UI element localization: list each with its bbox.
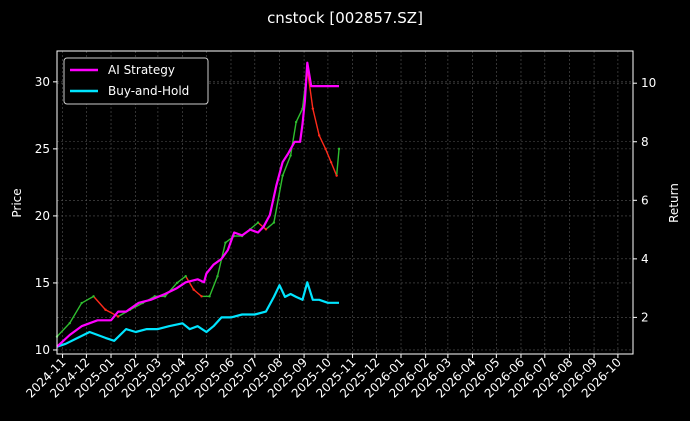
y2-tick-label: 8	[641, 135, 649, 149]
y-tick-label: 25	[35, 142, 50, 156]
price-segment	[318, 135, 327, 150]
price-point	[256, 221, 260, 224]
plot-area-frame	[56, 50, 634, 355]
price-point	[175, 281, 179, 285]
y2-tick-label: 2	[641, 310, 649, 324]
price-segment	[324, 148, 332, 163]
price-segment	[273, 175, 284, 223]
price-point	[337, 147, 341, 151]
price-point	[200, 295, 203, 298]
price-segment	[185, 275, 195, 291]
y-tick-label: 15	[35, 276, 50, 290]
price-point	[116, 315, 120, 318]
price-segment	[93, 295, 106, 311]
price-segment	[69, 302, 83, 324]
price-point	[68, 321, 71, 325]
legend-label-buyhold: Buy-and-Hold	[108, 84, 189, 98]
price-segment	[249, 222, 259, 230]
legend-label-strategy: AI Strategy	[108, 63, 175, 77]
y-axis-title-right: Return	[667, 183, 681, 223]
axes: 2024-112024-122025-012025-022025-032025-…	[23, 75, 656, 401]
price-segment	[312, 108, 320, 136]
price-point	[216, 275, 219, 278]
price-segment	[193, 289, 203, 297]
price-point	[272, 221, 276, 224]
grid	[57, 51, 633, 354]
chart-title: cnstock [002857.SZ]	[267, 9, 423, 27]
y-tick-label: 20	[35, 209, 50, 223]
price-segment	[335, 148, 340, 176]
ai-strategy-line	[56, 61, 339, 348]
price-point	[184, 275, 187, 278]
price-point	[311, 107, 315, 110]
y-tick-label: 30	[35, 75, 50, 89]
price-segment	[208, 275, 219, 297]
price-segment	[81, 295, 94, 304]
y-axis-title-left: Price	[10, 188, 24, 217]
return-series	[56, 61, 339, 348]
price-segment	[56, 322, 71, 338]
price-point	[104, 308, 107, 311]
price-point	[163, 295, 167, 298]
price-point	[281, 174, 284, 177]
price-segment	[295, 108, 304, 123]
price-point	[294, 120, 298, 124]
price-point	[208, 295, 211, 298]
buy-and-hold-line	[56, 281, 339, 348]
price-segment	[176, 275, 187, 284]
price-point	[92, 295, 95, 298]
price-segment	[289, 121, 297, 156]
y2-tick-label: 10	[641, 76, 656, 90]
price-segment	[281, 155, 292, 176]
price-segment	[265, 222, 275, 230]
price-point	[324, 147, 327, 151]
price-point	[329, 161, 333, 164]
price-point	[289, 154, 292, 157]
y-tick-label: 10	[35, 343, 50, 357]
price-segment	[257, 222, 267, 230]
price-point	[264, 228, 268, 231]
legend-box	[63, 57, 209, 105]
price-segment	[330, 162, 338, 176]
price-point	[224, 241, 227, 244]
price-point	[335, 174, 338, 177]
price-point	[80, 301, 83, 305]
price-segment	[306, 68, 314, 109]
legend: AI Strategy Buy-and-Hold	[63, 57, 209, 105]
y2-tick-label: 4	[641, 252, 649, 266]
price-point	[317, 134, 321, 137]
price-point	[192, 288, 195, 291]
y2-tick-label: 6	[641, 193, 649, 207]
